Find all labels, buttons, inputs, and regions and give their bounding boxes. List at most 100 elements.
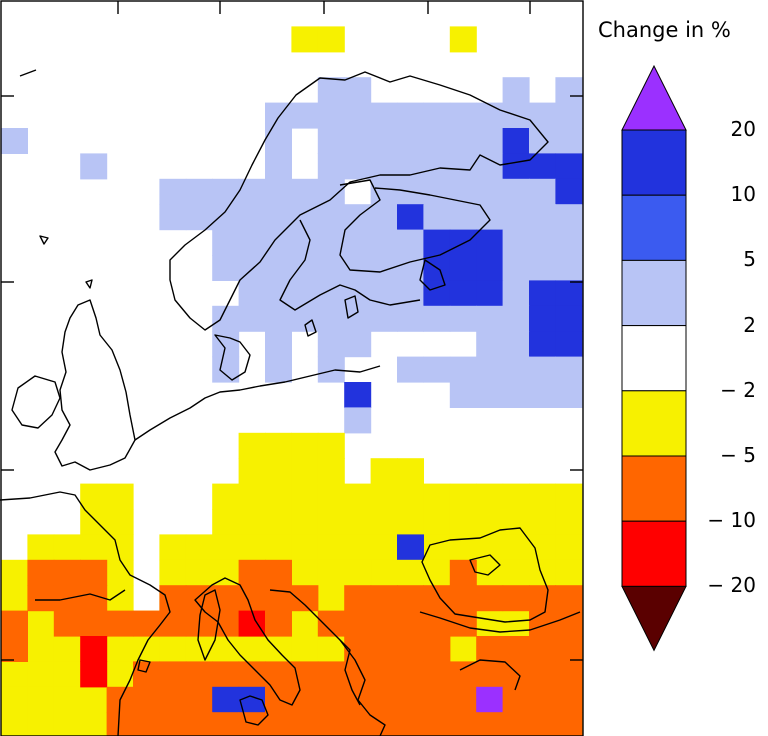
- grid-cell: [370, 585, 398, 612]
- grid-cell: [106, 483, 134, 510]
- grid-cell: [529, 128, 556, 154]
- grid-cell: [502, 712, 530, 736]
- grid-cell: [529, 534, 556, 561]
- grid-cell: [555, 382, 583, 408]
- grid-cell: [449, 356, 477, 383]
- grid-cell: [317, 610, 345, 637]
- grid-cell: [106, 610, 134, 637]
- grid-cell: [317, 483, 345, 510]
- grid-cell: [344, 77, 372, 104]
- grid-cell: [555, 229, 583, 256]
- grid-cell: [476, 585, 504, 612]
- grid-cell: [344, 382, 372, 408]
- grid-cell: [185, 686, 213, 713]
- grid-cell: [344, 407, 372, 434]
- grid-cell: [238, 432, 266, 459]
- grid-cell: [370, 534, 398, 561]
- grid-cell: [502, 77, 530, 104]
- grid-cell: [265, 661, 292, 688]
- grid-cell: [370, 102, 398, 129]
- grid-cell: [476, 280, 504, 307]
- grid-cell: [555, 559, 583, 586]
- grid-cell: [397, 509, 424, 535]
- grid-cell: [317, 534, 345, 561]
- grid-cell: [502, 255, 530, 281]
- grid-cell: [238, 483, 266, 510]
- grid-cell: [265, 305, 292, 332]
- grid-cell: [555, 661, 583, 688]
- grid-cell: [27, 636, 55, 662]
- grid-cell: [27, 686, 55, 713]
- grid-cell: [555, 178, 583, 205]
- grid-cell: [185, 661, 213, 688]
- grid-cell: [397, 661, 424, 688]
- grid-cell: [238, 661, 266, 688]
- grid-cell: [106, 636, 134, 662]
- grid-cell: [502, 128, 530, 154]
- grid-cell: [344, 102, 372, 129]
- grid-cell: [423, 204, 451, 231]
- grid-cell: [423, 559, 451, 586]
- legend-swatch: [621, 520, 687, 587]
- grid-cell: [476, 382, 504, 408]
- grid-cell: [212, 255, 240, 281]
- grid-cell: [502, 204, 530, 231]
- grid-cell: [476, 128, 504, 154]
- grid-cell: [159, 610, 187, 637]
- grid-cell: [159, 585, 187, 612]
- grid-cell: [555, 153, 583, 180]
- grid-cell: [238, 178, 266, 205]
- grid-cell: [449, 483, 477, 510]
- grid-cell: [106, 559, 134, 586]
- grid-cell: [238, 534, 266, 561]
- grid-cell: [397, 686, 424, 713]
- grid-cell: [317, 178, 345, 205]
- grid-cell: [555, 280, 583, 307]
- grid-cell: [53, 610, 81, 637]
- grid-cell: [449, 585, 477, 612]
- grid-cell: [529, 356, 556, 383]
- grid-cell: [291, 559, 319, 586]
- legend-tick-label: − 10: [707, 508, 756, 533]
- grid-cell: [212, 534, 240, 561]
- grid-cell: [397, 356, 424, 383]
- grid-cell: [555, 305, 583, 332]
- grid-cell: [265, 458, 292, 485]
- grid-cell: [80, 534, 108, 561]
- grid-cell: [449, 26, 477, 53]
- grid-cell: [159, 661, 187, 688]
- grid-cell: [476, 356, 504, 383]
- grid-cell: [185, 178, 213, 205]
- grid-cell: [291, 483, 319, 510]
- grid-cell: [27, 534, 55, 561]
- grid-cell: [529, 229, 556, 256]
- grid-cell: [344, 509, 372, 535]
- grid-cell: [397, 128, 424, 154]
- grid-cell: [265, 102, 292, 129]
- grid-cell: [291, 661, 319, 688]
- grid-cell: [423, 229, 451, 256]
- grid-cell: [529, 280, 556, 307]
- grid-cell: [291, 102, 319, 129]
- grid-cell: [502, 610, 530, 637]
- grid-cell: [133, 661, 160, 688]
- grid-cell: [212, 178, 240, 205]
- grid-cell: [449, 610, 477, 637]
- grid-cell: [238, 559, 266, 586]
- grid-cell: [265, 483, 292, 510]
- grid-cell: [159, 178, 187, 205]
- grid-cell: [370, 686, 398, 713]
- legend-swatch: [621, 325, 687, 392]
- grid-cell: [265, 255, 292, 281]
- grid-cell: [476, 610, 504, 637]
- grid-cell: [529, 712, 556, 736]
- grid-cell: [502, 382, 530, 408]
- grid-cell: [80, 661, 108, 688]
- grid-cell: [555, 102, 583, 129]
- grid-cell: [80, 153, 108, 180]
- grid-cell: [53, 712, 81, 736]
- grid-cell: [370, 204, 398, 231]
- grid-cell: [80, 559, 108, 586]
- grid-cell: [212, 661, 240, 688]
- grid-cell: [317, 509, 345, 535]
